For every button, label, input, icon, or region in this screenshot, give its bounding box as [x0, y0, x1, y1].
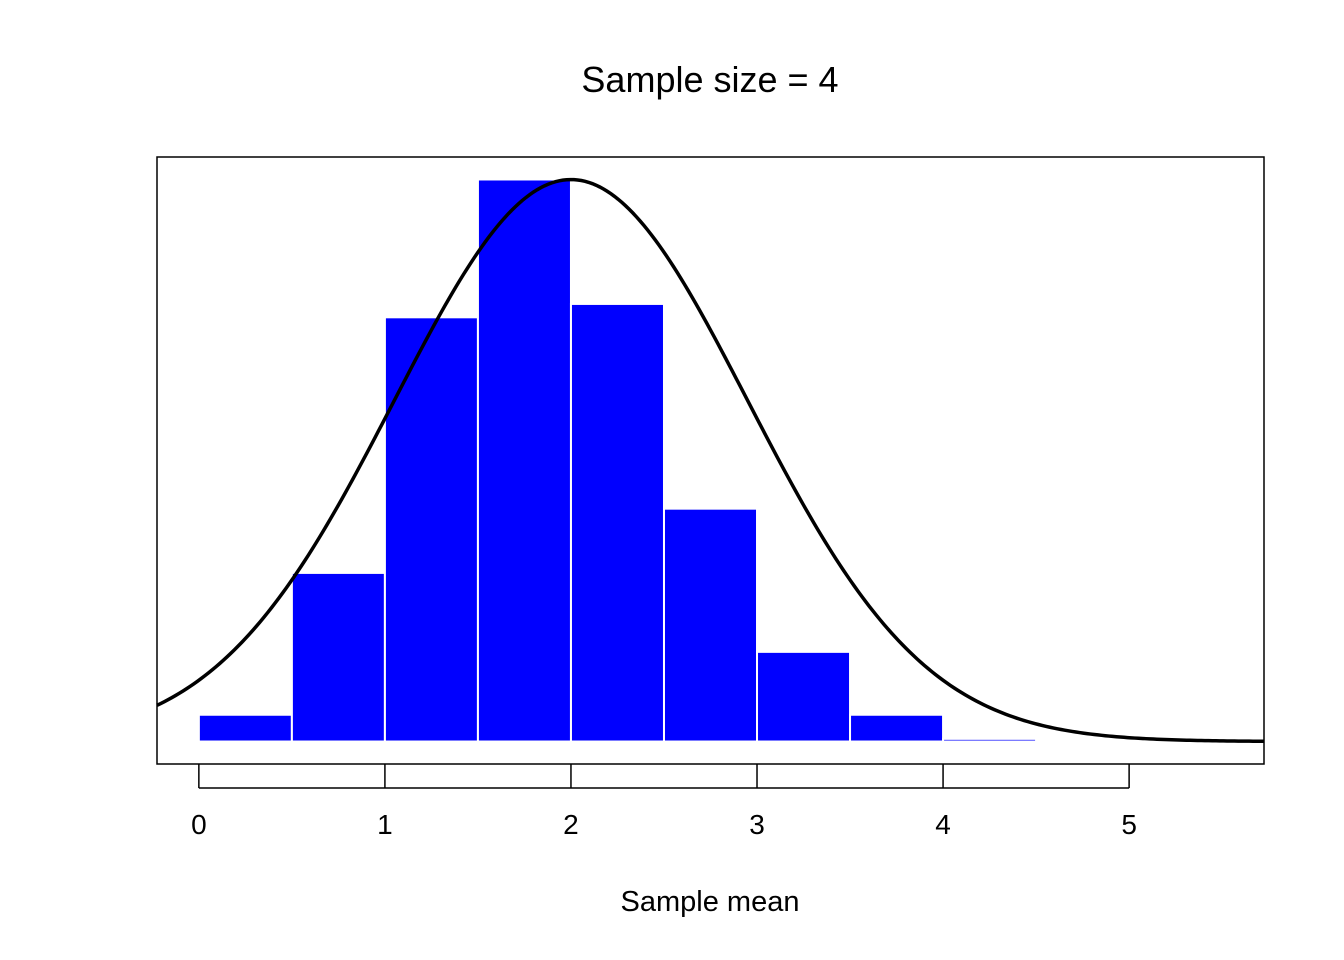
histogram-bar-4: [569, 302, 665, 743]
chart-title: Sample size = 4: [581, 59, 838, 100]
x-axis: 0 1 2 3 4 5: [191, 764, 1137, 840]
x-tick-label-4: 4: [935, 809, 951, 840]
x-tick-label-2: 2: [563, 809, 579, 840]
histogram-bar-5: [662, 507, 759, 743]
plot-frame: [156, 156, 1265, 765]
x-tick-label-1: 1: [377, 809, 393, 840]
x-tick-label-3: 3: [749, 809, 765, 840]
histogram-bar-3: [476, 178, 572, 743]
histogram-bar-1: [290, 571, 386, 743]
x-axis-label: Sample mean: [621, 886, 800, 918]
histogram-bar-2: [383, 316, 479, 743]
histogram-bars: [197, 178, 1038, 743]
histogram-bar-8: [942, 737, 1038, 743]
histogram-bar-0: [197, 713, 293, 743]
histogram-bar-7: [849, 713, 945, 743]
x-tick-label-5: 5: [1121, 809, 1137, 840]
histogram-bar-6: [756, 650, 852, 743]
x-tick-label-0: 0: [191, 809, 207, 840]
density-curve: [156, 177, 1265, 744]
